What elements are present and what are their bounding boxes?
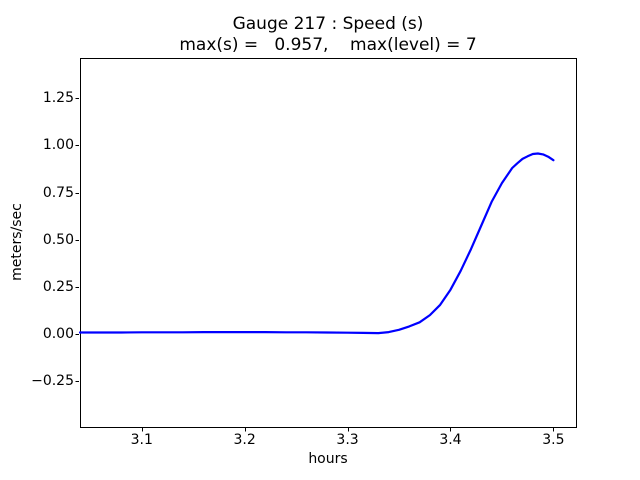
- y-tick-label: 0.00: [42, 325, 74, 342]
- y-tick-label: 0.50: [42, 231, 74, 248]
- chart-subtitle: max(s) = 0.957, max(level) = 7: [179, 35, 477, 55]
- x-tick-label: 3.1: [130, 432, 153, 448]
- speed-line: [78, 152, 555, 335]
- x-axis-label: hours: [308, 451, 348, 467]
- x-tick-label: 3.5: [542, 432, 565, 448]
- y-tick-label: 0.25: [42, 278, 74, 295]
- axes-frame: [80, 58, 577, 428]
- x-tick-label: 3.4: [439, 432, 462, 448]
- y-tick-label: 0.75: [42, 184, 74, 201]
- chart-title: Gauge 217 : Speed (s): [232, 14, 424, 34]
- x-tick-label: 3.2: [233, 432, 256, 448]
- x-tick-label: 3.3: [336, 432, 359, 448]
- y-tick-label: 1.00: [42, 137, 74, 154]
- y-tick-label: −0.25: [31, 373, 74, 390]
- y-tick-label: 1.25: [42, 90, 74, 107]
